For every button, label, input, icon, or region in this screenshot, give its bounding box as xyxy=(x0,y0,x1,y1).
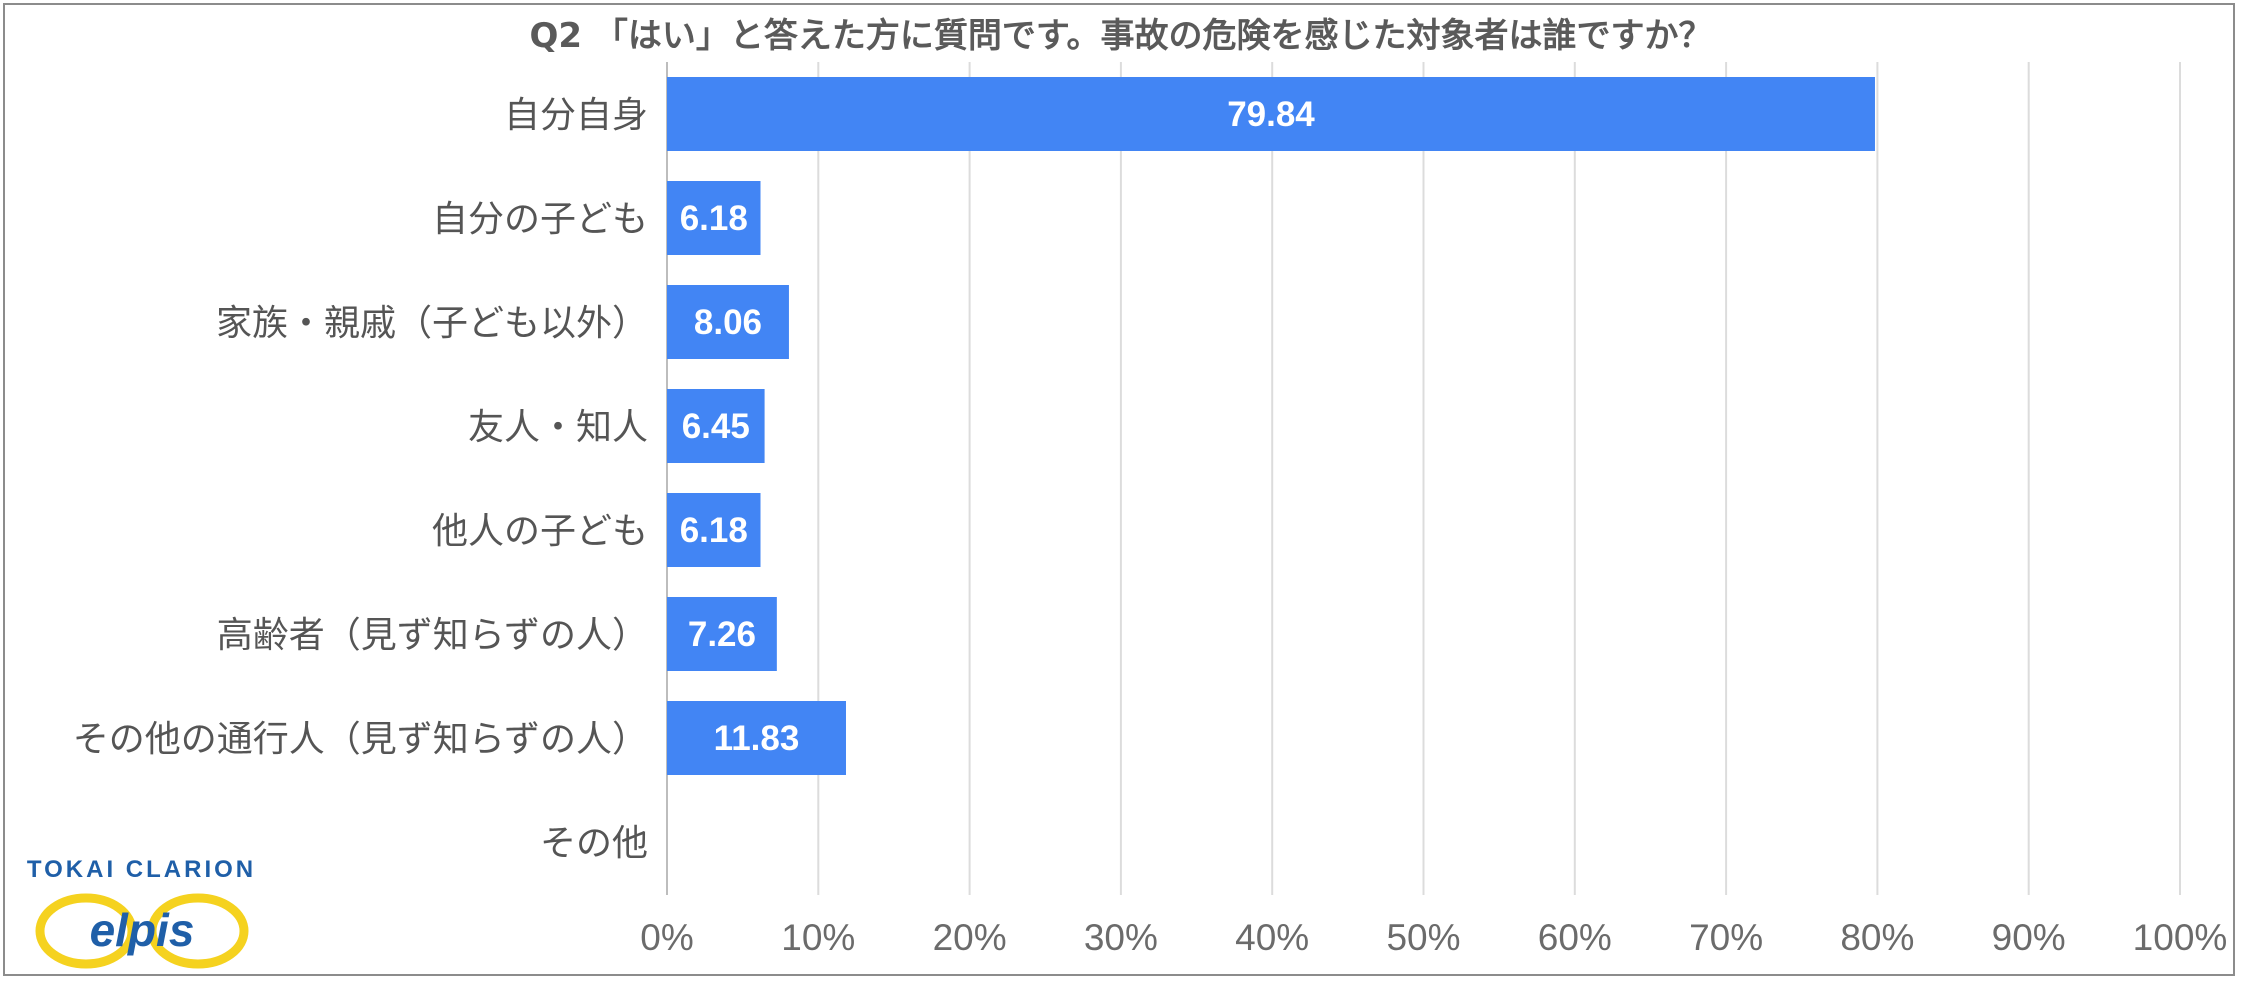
data-label: 6.45 xyxy=(682,407,750,446)
category-label: 友人・知人 xyxy=(468,407,648,448)
category-label: 自分の子ども xyxy=(432,199,648,240)
data-label: 6.18 xyxy=(680,199,748,238)
x-tick-label: 60% xyxy=(1538,917,1612,958)
x-tick-label: 10% xyxy=(781,917,855,958)
x-tick-label: 100% xyxy=(2133,917,2228,958)
chart-title: Q2 「はい」と答えた方に質問です。事故の危険を感じた対象者は誰ですか？ xyxy=(529,16,1713,56)
data-labels: 79.84 6.18 8.06 6.45 6.18 7.26 11.83 xyxy=(680,95,1316,758)
elpis-logo-mark: elpis xyxy=(35,893,249,969)
x-tick-label: 50% xyxy=(1386,917,1460,958)
x-tick-label: 70% xyxy=(1689,917,1763,958)
bar xyxy=(667,597,777,671)
data-label: 6.18 xyxy=(680,511,748,550)
category-label: その他の通行人（見ず知らずの人） xyxy=(73,719,648,760)
category-label: 高齢者（見ず知らずの人） xyxy=(217,615,648,656)
bar xyxy=(667,493,761,567)
category-label: 家族・親戚（子ども以外） xyxy=(216,303,648,344)
x-tick-label: 20% xyxy=(933,917,1007,958)
company-logo: TOKAI CLARION elpis xyxy=(14,856,269,976)
x-tick-label: 80% xyxy=(1840,917,1914,958)
x-tick-label: 0% xyxy=(640,917,693,958)
x-tick-label: 90% xyxy=(1992,917,2066,958)
category-label: その他 xyxy=(540,823,648,864)
data-label: 11.83 xyxy=(714,719,800,758)
bar xyxy=(667,389,765,463)
bar xyxy=(667,181,761,255)
category-label: 他人の子ども xyxy=(432,511,648,552)
x-tick-label: 30% xyxy=(1084,917,1158,958)
x-tick-label: 40% xyxy=(1235,917,1309,958)
bar xyxy=(667,77,1875,151)
grid-lines xyxy=(666,62,2181,895)
svg-text:elpis: elpis xyxy=(90,904,195,956)
logo-company-name: TOKAI CLARION xyxy=(26,856,257,883)
data-label: 79.84 xyxy=(1227,95,1315,134)
category-label: 自分自身 xyxy=(504,95,648,136)
bar xyxy=(667,701,846,775)
data-label: 7.26 xyxy=(688,615,756,654)
data-label: 8.06 xyxy=(694,303,762,342)
chart-frame xyxy=(3,3,2235,976)
x-tick-labels: 0% 10% 20% 30% 40% 50% 60% 70% 80% 90% 100% xyxy=(640,917,2227,958)
bar xyxy=(667,285,789,359)
bars xyxy=(667,77,1875,775)
